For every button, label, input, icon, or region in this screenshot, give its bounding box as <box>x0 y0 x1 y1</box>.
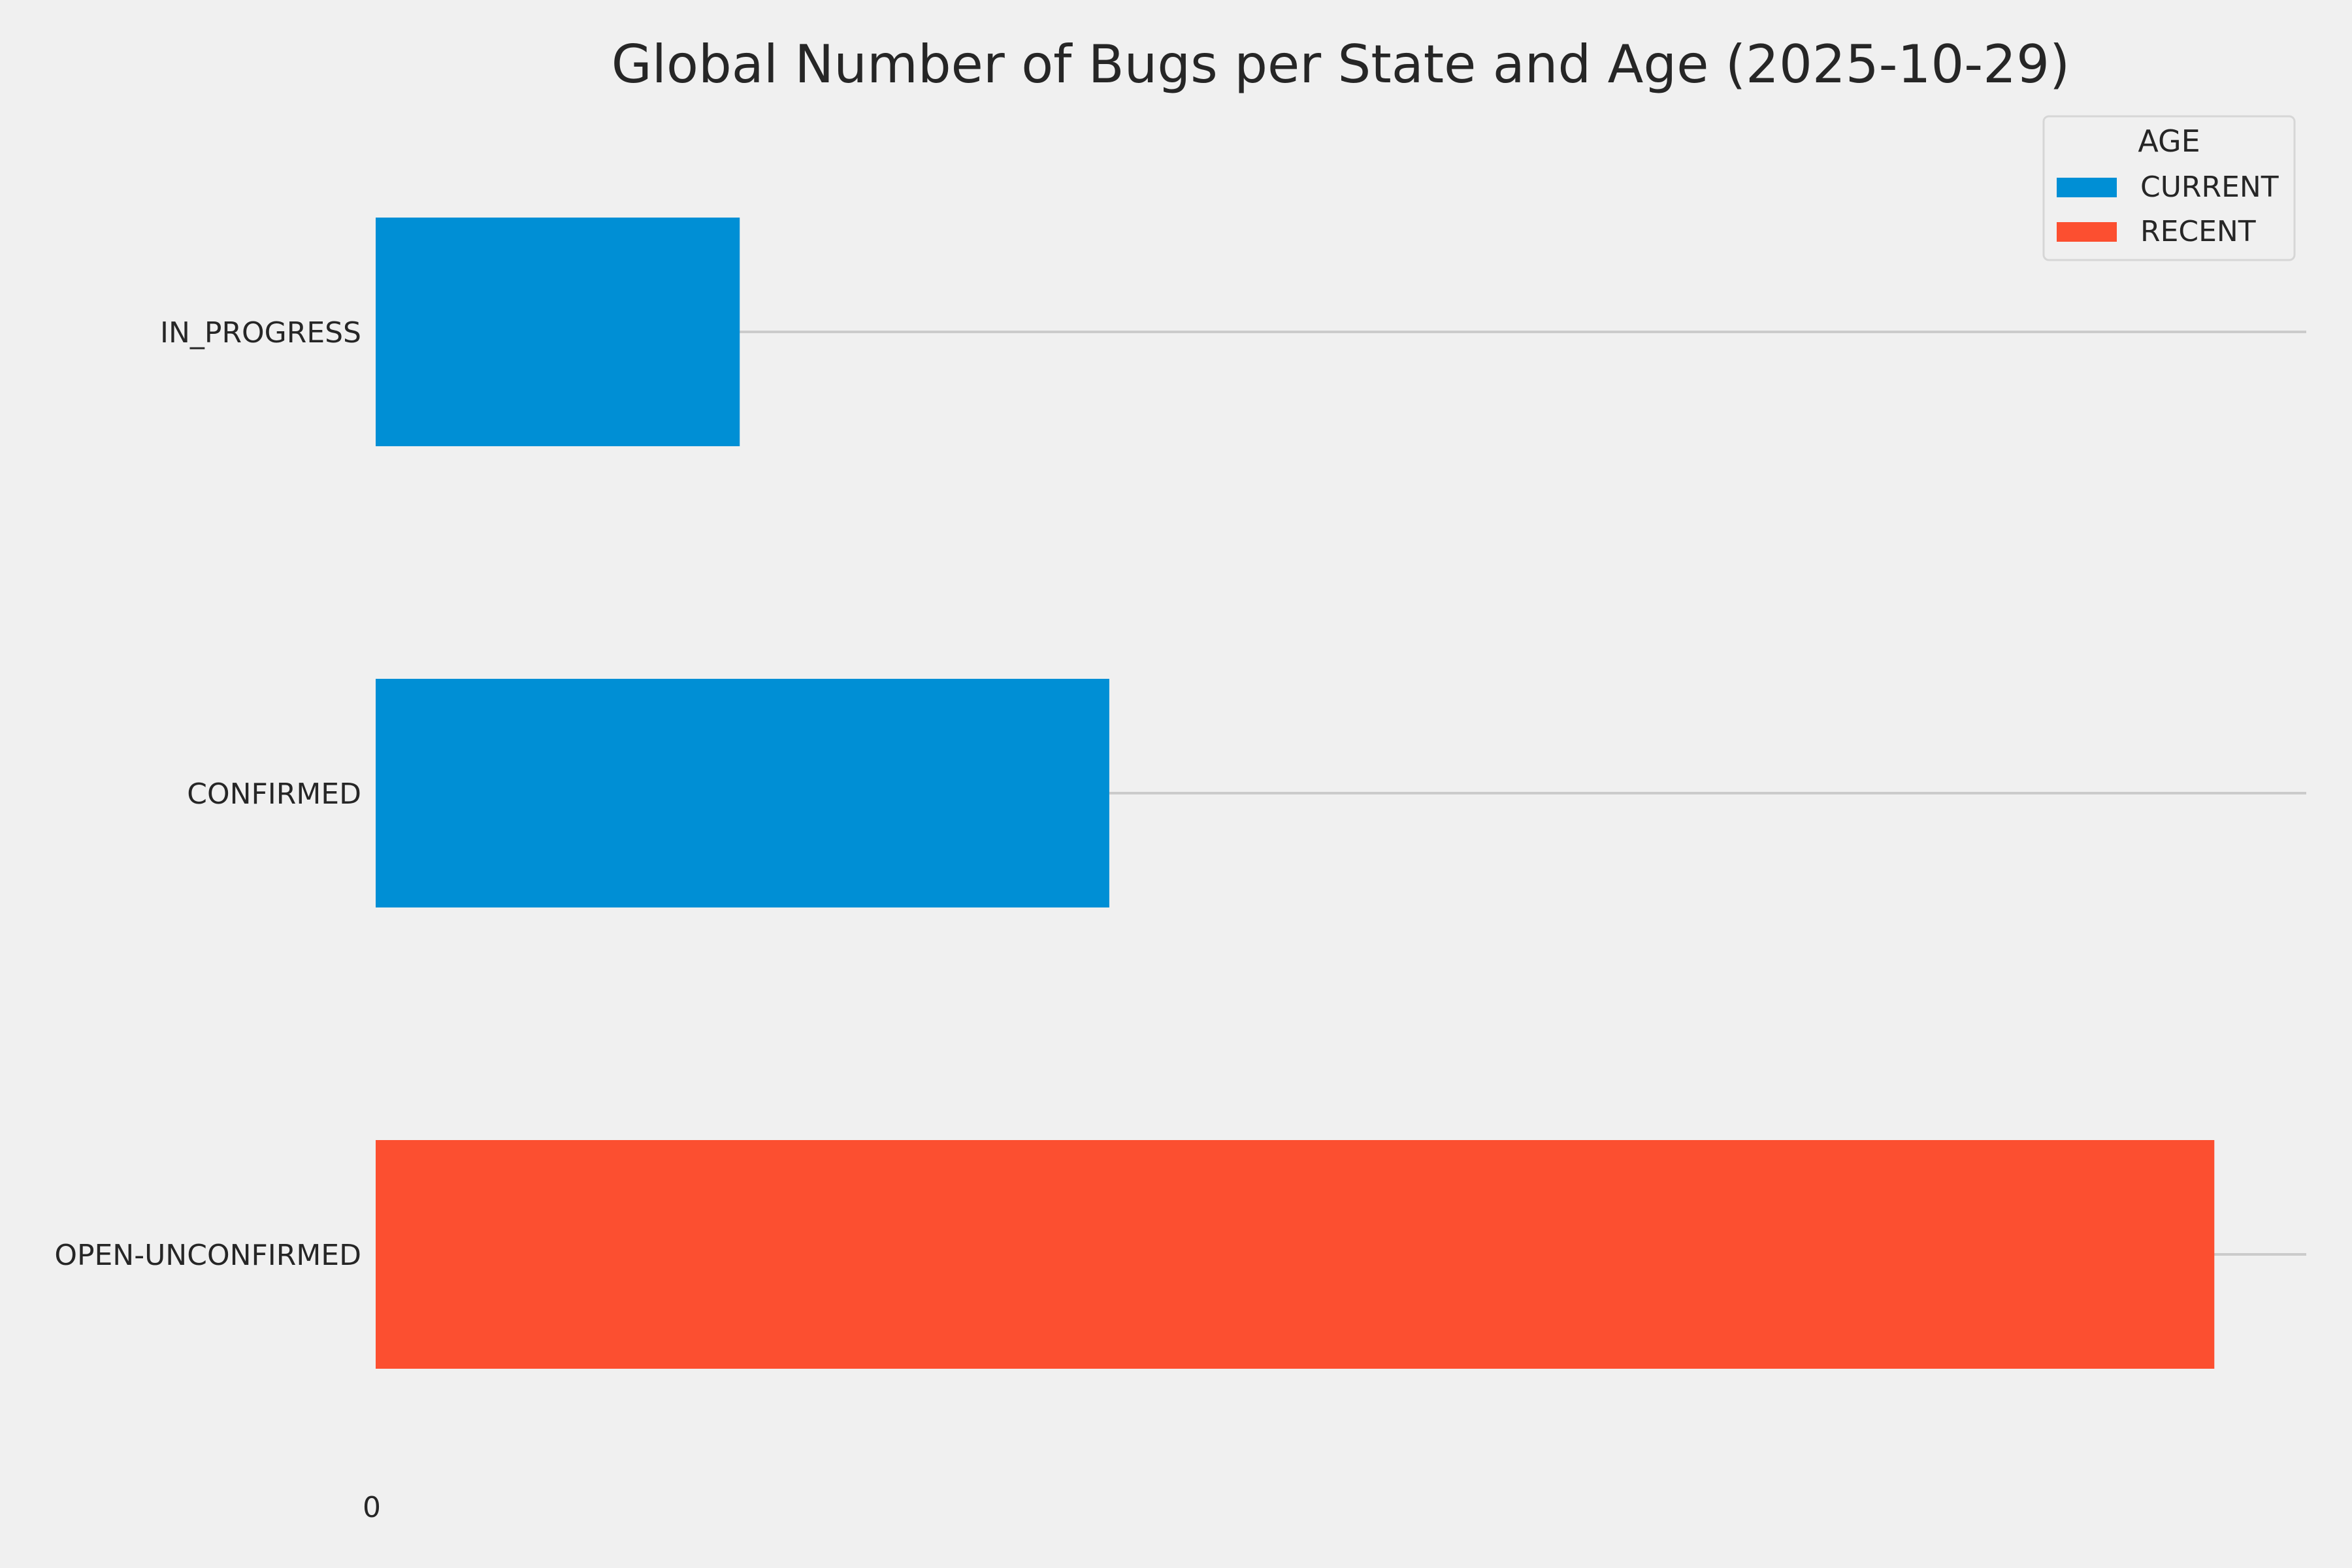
legend-label-current: CURRENT <box>2140 171 2279 204</box>
bar-open-unconfirmed-recent <box>376 1140 2215 1369</box>
legend-swatch-recent <box>2057 222 2117 242</box>
bar-confirmed-current <box>376 679 1109 907</box>
y-tick-label-open-unconfirmed: OPEN-UNCONFIRMED <box>54 1239 361 1272</box>
y-tick-label-confirmed: CONFIRMED <box>187 777 361 811</box>
y-tick-label-in-progress: IN_PROGRESS <box>160 316 361 350</box>
legend-swatch-current <box>2057 178 2117 197</box>
legend: AGE CURRENT RECENT <box>2042 115 2296 261</box>
bar-in-progress-current <box>376 218 740 446</box>
x-tick-label-0: 0 <box>363 1491 381 1524</box>
legend-title: AGE <box>2138 123 2200 159</box>
chart-title: Global Number of Bugs per State and Age … <box>612 34 2070 95</box>
bars <box>376 218 2215 1369</box>
legend-label-recent: RECENT <box>2140 215 2256 248</box>
tick-labels: IN_PROGRESS CONFIRMED OPEN-UNCONFIRMED 0 <box>54 316 381 1524</box>
